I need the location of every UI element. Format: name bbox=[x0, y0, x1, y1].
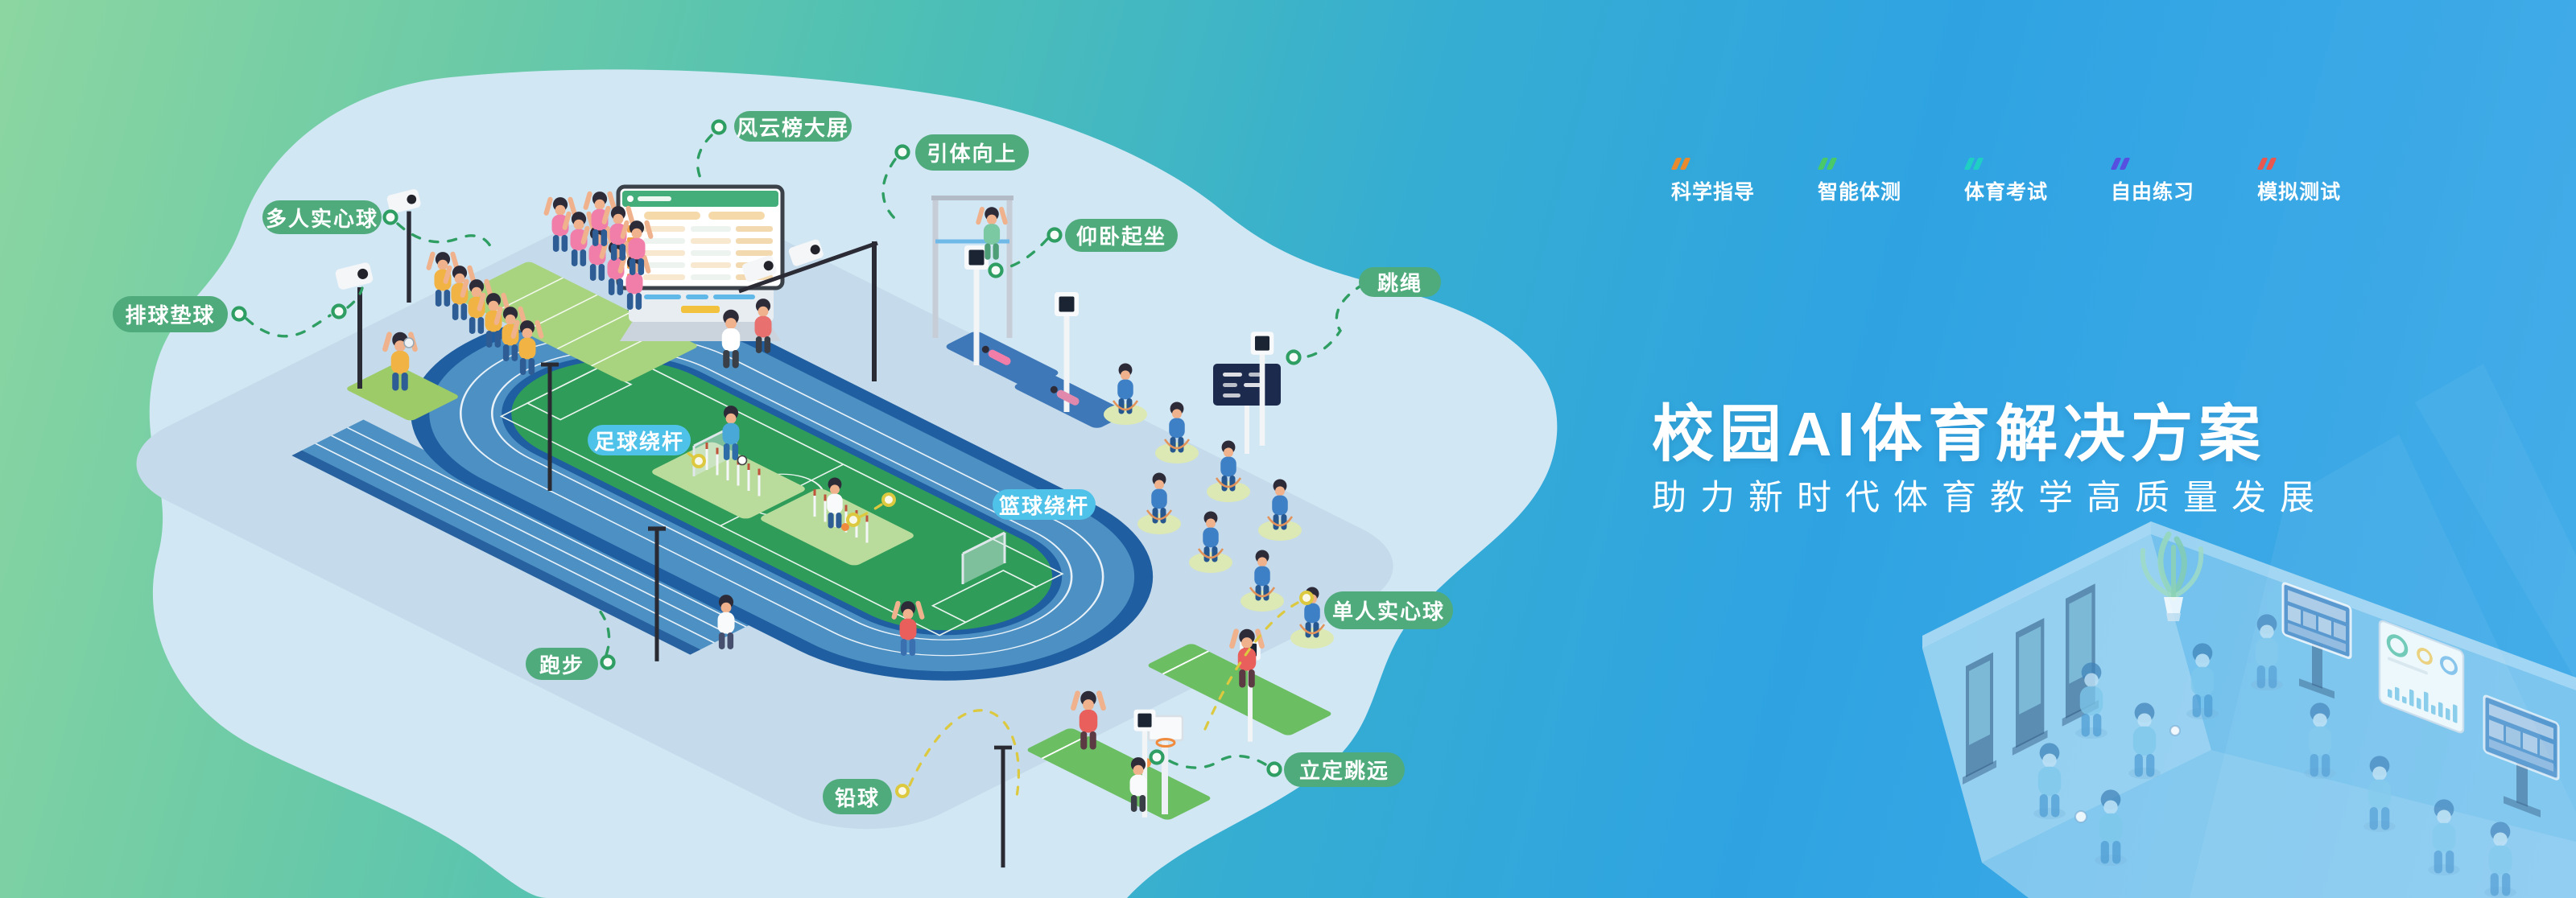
nav-item-label: 智能体测 bbox=[1818, 181, 1902, 204]
jump-rope-mats bbox=[1104, 404, 1334, 649]
station-label-danren-shixinqiu[interactable]: 单人实心球 bbox=[1324, 591, 1453, 629]
feature-nav: 科学指导 智能体测 体育考试 自由练习 模拟测试 bbox=[1670, 158, 2342, 205]
nav-item-kexue-zhidao[interactable]: 科学指导 bbox=[1670, 158, 1756, 205]
station-label-zuqiu-raogan[interactable]: 足球绕杆 bbox=[588, 425, 691, 455]
station-label-liding-tiaoyuan[interactable]: 立定跳远 bbox=[1284, 752, 1405, 787]
nav-item-tiyu-kaoshi[interactable]: 体育考试 bbox=[1963, 158, 2049, 205]
light-beam bbox=[2415, 364, 2576, 681]
connector-lanqiu bbox=[859, 503, 883, 518]
double-slash-icon bbox=[1817, 158, 1838, 170]
nav-item-zhineng-tice[interactable]: 智能体测 bbox=[1817, 158, 1902, 205]
page-title: 校园AI体育解决方案 bbox=[1652, 399, 2266, 469]
wall-screen bbox=[2483, 694, 2560, 818]
nav-item-label: 科学指导 bbox=[1671, 181, 1756, 204]
connectors bbox=[233, 122, 1377, 802]
double-slash-icon bbox=[1963, 158, 1984, 170]
double-slash-icon bbox=[1670, 158, 1691, 170]
connector-yangwo bbox=[1001, 237, 1049, 270]
wall-dashboard bbox=[2378, 620, 2465, 734]
leaderboard-kiosk bbox=[616, 184, 785, 341]
connector-paiqiu bbox=[245, 286, 364, 338]
double-slash-icon bbox=[2110, 158, 2131, 170]
connector-duoren bbox=[396, 222, 494, 253]
nav-item-ziyou-lianxi[interactable]: 自由练习 bbox=[2110, 158, 2195, 205]
people-layer bbox=[382, 191, 1326, 812]
station-label-paiqiu-dianqiu[interactable]: 排球垫球 bbox=[113, 296, 228, 332]
station-label-paobu[interactable]: 跑步 bbox=[526, 648, 598, 680]
station-label-lanqiu-raogan[interactable]: 篮球绕杆 bbox=[993, 489, 1096, 520]
station-label-tiaosheng[interactable]: 跳绳 bbox=[1359, 267, 1441, 297]
station-label-qianqiu[interactable]: 铅球 bbox=[823, 779, 892, 814]
connector-paobu bbox=[595, 605, 611, 657]
page-subtitle: 助力新时代体育教学高质量发展 bbox=[1652, 479, 2328, 517]
station-label-yinti-xiangshang[interactable]: 引体向上 bbox=[915, 134, 1029, 171]
finish-cameras bbox=[738, 239, 878, 381]
station-label-fengyunbang-dapin[interactable]: 风云榜大屏 bbox=[734, 111, 852, 142]
connector-yinti bbox=[881, 158, 897, 220]
room-illustration bbox=[1922, 521, 2576, 898]
nav-item-label: 自由练习 bbox=[2111, 181, 2195, 204]
nav-item-label: 模拟测试 bbox=[2257, 181, 2342, 204]
situp-figures bbox=[981, 345, 1080, 406]
wall-screen bbox=[2281, 582, 2352, 699]
nav-item-label: 体育考试 bbox=[1964, 181, 2049, 204]
connector-qianqiu bbox=[908, 709, 1021, 802]
connector-danren bbox=[1203, 601, 1299, 731]
station-label-yangwo-qizuo[interactable]: 仰卧起坐 bbox=[1065, 219, 1178, 252]
connector-fengyunbang bbox=[696, 134, 713, 183]
plant bbox=[2140, 531, 2204, 621]
light-beam bbox=[2190, 435, 2576, 898]
station-label-duoren-shixinqiu[interactable]: 多人实心球 bbox=[262, 200, 382, 234]
double-slash-icon bbox=[2256, 158, 2277, 170]
nav-item-moni-ceshi[interactable]: 模拟测试 bbox=[2256, 158, 2342, 205]
connector-tiaosheng bbox=[1301, 282, 1365, 359]
